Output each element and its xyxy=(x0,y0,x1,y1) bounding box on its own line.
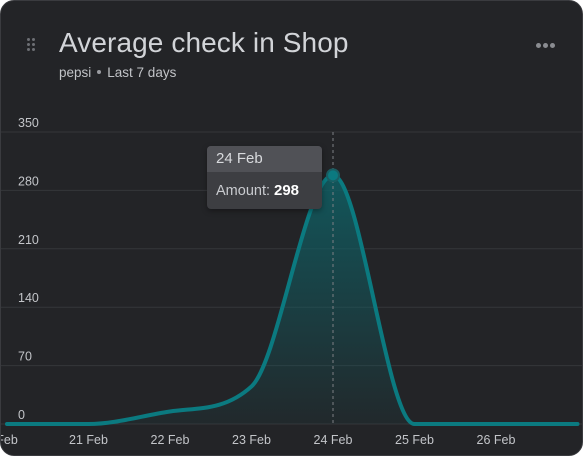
tooltip-value: 298 xyxy=(274,182,300,199)
y-tick-label: 210 xyxy=(18,233,39,247)
more-options-button[interactable] xyxy=(531,37,561,53)
chart-title: Average check in Shop xyxy=(59,27,349,58)
x-tick-label: 22 Feb xyxy=(151,433,190,447)
period-label: Last 7 days xyxy=(107,65,177,80)
more-horizontal-icon xyxy=(550,43,555,48)
more-horizontal-icon xyxy=(536,43,541,48)
tooltip-body: Amount: 298 xyxy=(207,172,322,209)
y-tick-label: 140 xyxy=(18,291,39,305)
chart-tooltip: 24 Feb Amount: 298 xyxy=(207,146,322,209)
y-tick-label: 70 xyxy=(18,350,32,364)
y-tick-label: 350 xyxy=(18,116,39,130)
tooltip-label: Amount: xyxy=(216,183,270,199)
x-tick-label: 26 Feb xyxy=(477,433,516,447)
more-horizontal-icon xyxy=(543,43,548,48)
x-tick-label: Feb xyxy=(1,433,18,447)
y-tick-label: 0 xyxy=(18,408,25,422)
x-tick-label: 21 Feb xyxy=(69,433,108,447)
store-name: pepsi xyxy=(59,65,92,80)
tooltip-date: 24 Feb xyxy=(207,146,322,172)
chart-subtitle: pepsi Last 7 days xyxy=(59,65,176,80)
highlighted-data-point xyxy=(326,168,340,183)
separator-dot-icon xyxy=(97,69,102,74)
drag-handle-icon[interactable] xyxy=(27,38,37,54)
x-tick-label: 24 Feb xyxy=(314,433,353,447)
x-tick-label: 23 Feb xyxy=(232,433,271,447)
y-tick-label: 280 xyxy=(18,174,39,188)
series-area xyxy=(7,175,578,424)
x-tick-label: 25 Feb xyxy=(395,433,434,447)
